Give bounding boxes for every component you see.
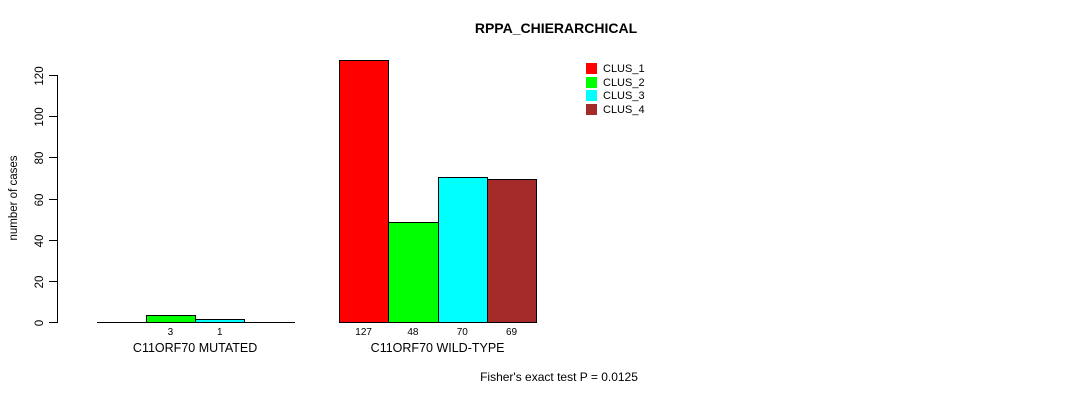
bar-value-label: 69 <box>505 327 518 338</box>
bar-clus_2-mutated <box>145 315 197 323</box>
legend-swatch-clus_2 <box>586 77 597 88</box>
bar-value-label: 3 <box>167 327 174 338</box>
bar-value-label: 1 <box>216 327 223 338</box>
bar-value-label: 70 <box>456 327 468 338</box>
y-tick <box>49 322 57 323</box>
legend-swatch-clus_1 <box>586 63 597 74</box>
y-axis-line <box>57 75 58 323</box>
legend-label-clus_4: CLUS_4 <box>603 104 645 116</box>
bar-clus_4-wildtype <box>486 179 538 323</box>
group-label-wildtype: C11ORF70 WILD-TYPE <box>370 341 505 355</box>
bar-zero-line-clus_1 <box>96 322 147 323</box>
legend-label-clus_2: CLUS_2 <box>603 77 645 89</box>
legend-swatch-clus_3 <box>586 90 597 101</box>
legend-label-clus_1: CLUS_1 <box>603 63 645 75</box>
y-tick <box>49 157 57 158</box>
chart-title: RPPA_CHIERARCHICAL <box>474 20 638 36</box>
bar-zero-line-clus_4 <box>244 322 295 323</box>
y-tick <box>49 240 57 241</box>
y-tick <box>49 75 57 76</box>
bar-clus_3-mutated <box>195 319 246 323</box>
pvalue-annotation: Fisher's exact test P = 0.0125 <box>480 370 638 384</box>
legend-swatch-clus_4 <box>586 104 597 115</box>
bar-clus_2-wildtype <box>388 222 439 323</box>
bar-clus_1-wildtype <box>339 60 390 323</box>
bar-value-label: 48 <box>407 327 419 338</box>
group-label-mutated: C11ORF70 MUTATED <box>132 341 258 355</box>
y-tick-label: 100 <box>34 106 46 127</box>
y-tick-label: 20 <box>34 275 46 288</box>
y-tick-label: 120 <box>34 65 46 86</box>
y-tick-label: 60 <box>34 193 46 206</box>
y-tick-label: 80 <box>34 151 46 164</box>
bar-clus_3-wildtype <box>437 177 488 323</box>
y-tick-label: 40 <box>34 234 46 247</box>
y-tick-label: 0 <box>34 319 46 326</box>
bar-value-label: 127 <box>355 327 372 338</box>
y-tick <box>49 199 57 200</box>
legend-label-clus_3: CLUS_3 <box>603 90 645 102</box>
y-tick <box>49 116 57 117</box>
y-tick <box>49 281 57 282</box>
